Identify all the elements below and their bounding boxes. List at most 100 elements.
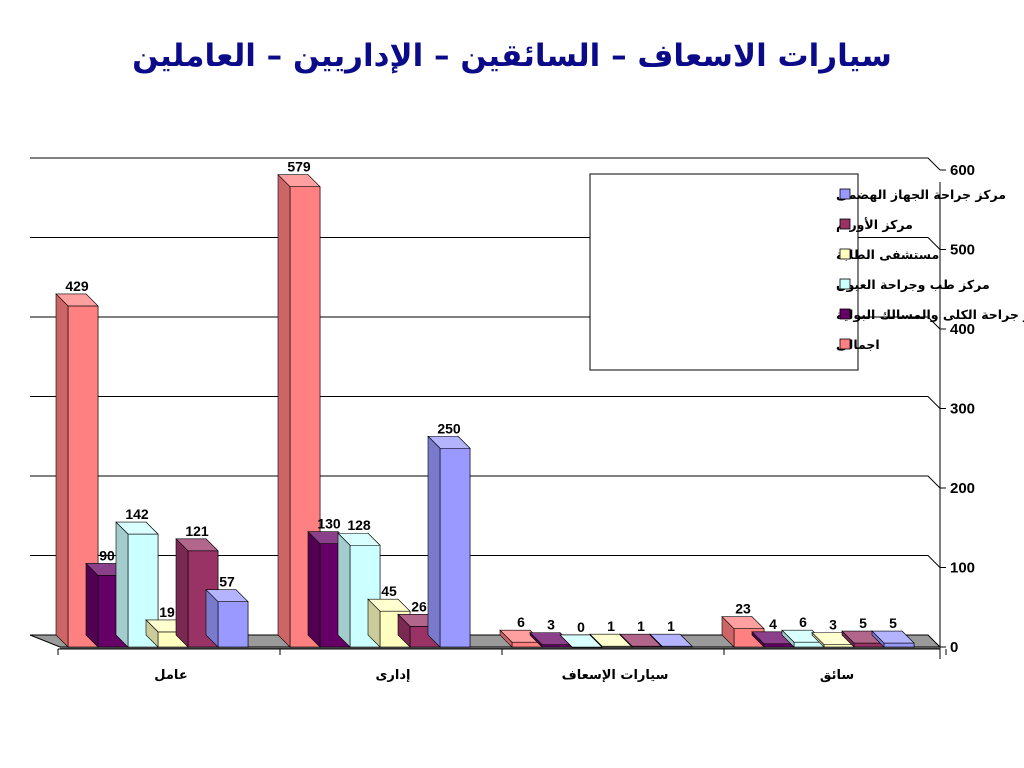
bar-left [115, 521, 129, 648]
y-tick-label: 0 [950, 639, 958, 656]
data-label: 6 [799, 614, 807, 630]
y-tick-label: 300 [950, 401, 975, 418]
bar-left [871, 630, 885, 648]
legend-item: مستشفى الطلبة [836, 247, 939, 262]
data-label: 5 [889, 615, 897, 631]
legend-label: مركز طب وجراحة العيون [836, 277, 990, 292]
data-label: 1 [607, 618, 615, 634]
bar-left [841, 630, 855, 648]
data-label: 130 [317, 516, 341, 532]
bar-left [367, 598, 381, 648]
y-tick-label: 200 [950, 480, 975, 497]
data-label: 142 [125, 506, 149, 522]
y-tick-label: 500 [950, 242, 975, 259]
data-label: 429 [65, 278, 89, 294]
bar-front [763, 643, 795, 648]
y-tick-label: 100 [950, 560, 975, 577]
bar-left [337, 532, 351, 648]
legend: مركز جراحة الجهاز الهضمى مركز الأورام مستش… [589, 173, 1024, 371]
data-label: 0 [577, 619, 585, 635]
data-label: 128 [347, 517, 371, 533]
bar-left [397, 613, 411, 648]
legend-label: مركز جراحة الكلى والمسالك البولية [836, 307, 1024, 322]
data-label: 23 [735, 601, 751, 617]
bar-front [823, 644, 855, 648]
bar-left [619, 633, 633, 648]
bar-front [853, 642, 885, 648]
bar-left [307, 530, 321, 648]
gridline [30, 555, 941, 568]
category-label: سيارات الإسعاف [562, 668, 669, 683]
bar-left [55, 293, 69, 648]
bar [337, 532, 381, 648]
bar-left [145, 619, 159, 648]
bar-front [511, 641, 543, 648]
gridline [30, 237, 941, 250]
data-label: 45 [381, 583, 397, 599]
bar-left [427, 435, 441, 648]
bar-left [721, 615, 735, 648]
data-label: 57 [219, 574, 235, 590]
bar-left [499, 629, 513, 648]
bar-left [277, 173, 291, 648]
data-label: 3 [547, 617, 555, 633]
category-label: إدارى [376, 668, 411, 683]
gridline [30, 157, 941, 171]
category-label: عامل [154, 668, 187, 683]
bar-front [217, 601, 249, 648]
data-label: 5 [859, 615, 867, 631]
bar [871, 630, 915, 648]
data-label: 4 [769, 616, 777, 632]
bar [649, 633, 693, 648]
bar-left [85, 562, 99, 648]
bar-left [751, 631, 765, 648]
bar [427, 435, 471, 648]
legend-label: مركز جراحة الجهاز الهضمى [836, 187, 1006, 202]
data-label: 1 [637, 618, 645, 634]
legend-item: مركز جراحة الكلى والمسالك البولية [836, 307, 1024, 322]
legend-swatch [839, 308, 851, 320]
legend-item: مركز طب وجراحة العيون [836, 277, 990, 292]
legend-swatch [839, 248, 851, 260]
legend-label: مركز الأورام [836, 217, 913, 233]
bar [277, 173, 321, 648]
chart-title: سيارات الاسعاف – السائقين – الإداريين – … [132, 38, 892, 74]
gridline [30, 316, 941, 330]
category-label: سائق [820, 668, 854, 683]
legend-swatch [839, 218, 851, 230]
bar-left [205, 588, 219, 648]
gridline [30, 396, 941, 409]
bar-left [589, 633, 603, 648]
data-label: 26 [411, 598, 427, 614]
data-label: 121 [185, 523, 209, 539]
legend-item: مركز الأورام [836, 217, 913, 233]
legend-item: مركز جراحة الجهاز الهضمى [836, 187, 1006, 202]
bar-front [439, 447, 471, 648]
bar-left [811, 631, 825, 648]
data-label: 6 [517, 614, 525, 630]
y-tick-label: 400 [950, 321, 975, 338]
bar-front [883, 642, 915, 648]
y-tick-label: 600 [950, 162, 975, 179]
data-label: 579 [287, 159, 311, 175]
data-label: 250 [437, 420, 461, 436]
bar-left [781, 629, 795, 648]
bar-left [559, 634, 573, 648]
legend-swatch [839, 188, 851, 200]
legend-label: مستشفى الطلبة [836, 247, 939, 262]
legend-swatch [839, 338, 851, 350]
bar-front [793, 641, 825, 648]
bar-left [649, 633, 663, 648]
gridline [30, 475, 941, 489]
legend-item: اجمالى [836, 337, 880, 352]
data-label: 3 [829, 617, 837, 633]
bar-front [541, 644, 573, 648]
legend-swatch [839, 278, 851, 290]
data-label: 90 [99, 547, 115, 563]
bar-left [175, 538, 189, 648]
data-label: 1 [667, 618, 675, 634]
data-label: 19 [159, 604, 175, 620]
bar [205, 588, 249, 648]
